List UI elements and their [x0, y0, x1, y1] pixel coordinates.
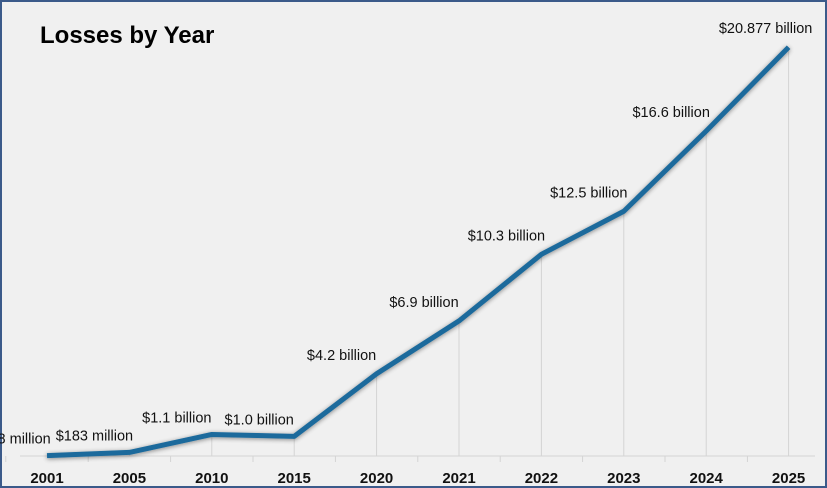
data-label-2005: $183 million [56, 428, 133, 444]
chart-title: Losses by Year [40, 22, 215, 49]
data-label-2023: $12.5 billion [550, 185, 627, 201]
x-tick-label-2021: 2021 [442, 470, 475, 487]
x-tick-label-2015: 2015 [278, 470, 311, 487]
data-label-2025: $20.877 billion [719, 21, 813, 37]
x-tick-label-2010: 2010 [195, 470, 228, 487]
x-tick-label-2005: 2005 [113, 470, 146, 487]
x-tick-label-2023: 2023 [607, 470, 640, 487]
data-label-2001: $17.8 million [0, 432, 51, 448]
series-line [46, 45, 791, 459]
data-label-2010: $1.1 billion [142, 410, 211, 426]
x-tick-label-2022: 2022 [525, 470, 558, 487]
x-tick-label-2025: 2025 [772, 470, 805, 487]
data-label-2024: $16.6 billion [632, 105, 709, 121]
x-tick-label-2024: 2024 [690, 470, 724, 487]
data-label-2022: $10.3 billion [468, 228, 545, 244]
x-tick-label-2020: 2020 [360, 470, 393, 487]
x-tick-label-2001: 2001 [30, 470, 63, 487]
data-label-2021: $6.9 billion [389, 295, 458, 311]
data-label-2015: $1.0 billion [225, 412, 294, 428]
data-label-2020: $4.2 billion [307, 348, 376, 364]
